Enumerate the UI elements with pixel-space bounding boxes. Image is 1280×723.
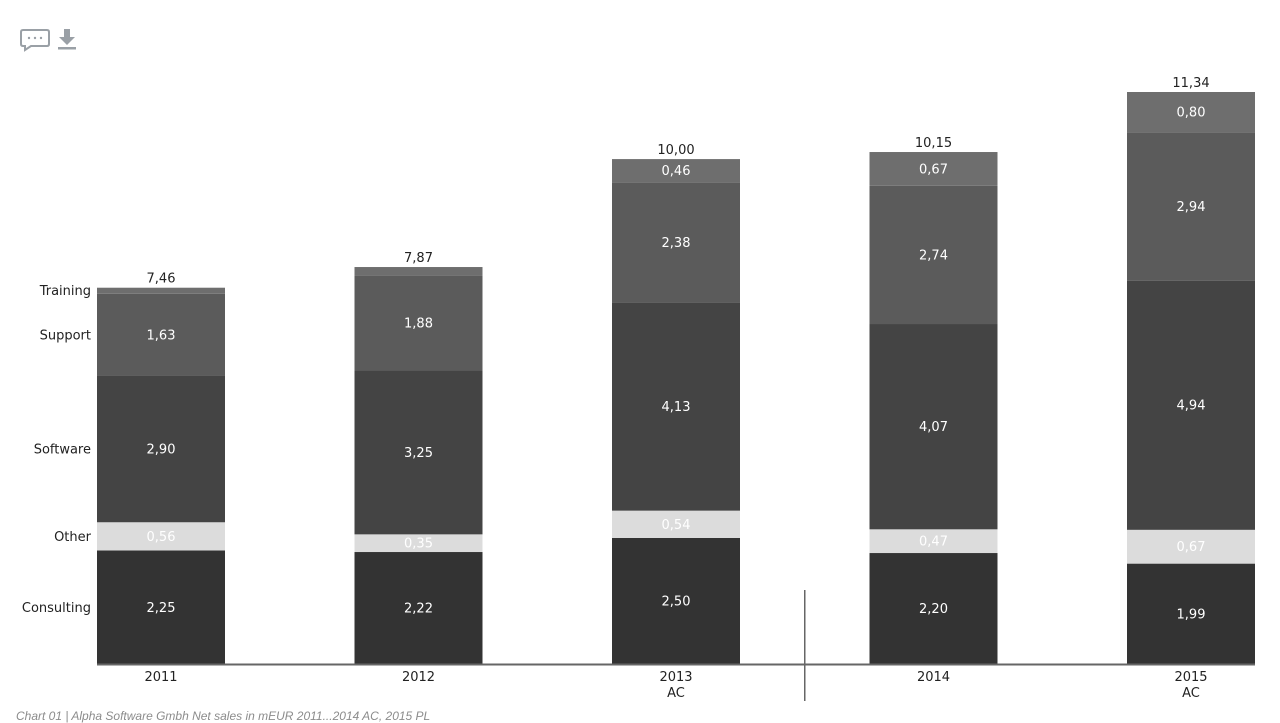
bar-segment-software-2012 bbox=[354, 370, 483, 535]
data-label-training-2014: 0,67 bbox=[919, 162, 948, 177]
bar-segment-training-2015 bbox=[1127, 92, 1255, 133]
toolbar bbox=[20, 26, 84, 52]
data-label-software-2014: 4,07 bbox=[919, 420, 948, 435]
data-label-software-2015: 4,94 bbox=[1177, 399, 1206, 414]
bar-segment-consulting-2015 bbox=[1127, 563, 1255, 664]
legend-training: Training bbox=[39, 284, 91, 299]
data-label-software-2013: 4,13 bbox=[662, 400, 691, 415]
data-label-consulting-2014: 2,20 bbox=[919, 602, 948, 617]
bar-segment-other-2011 bbox=[97, 522, 225, 551]
category-sublabel-2013: AC bbox=[667, 686, 685, 701]
comment-icon[interactable] bbox=[20, 29, 50, 52]
bar-segment-software-2013 bbox=[612, 302, 740, 511]
category-label-2011: 2011 bbox=[144, 670, 177, 685]
bar-segment-other-2015 bbox=[1127, 529, 1255, 564]
bar-segment-support-2011 bbox=[97, 293, 225, 376]
data-label-training-2013: 0,46 bbox=[662, 164, 691, 179]
data-label-other-2011: 0,56 bbox=[147, 530, 176, 545]
bar-segment-consulting-2014 bbox=[869, 553, 998, 664]
data-label-support-2014: 2,74 bbox=[919, 248, 948, 263]
bar-segment-other-2014 bbox=[869, 529, 998, 554]
data-label-support-2011: 1,63 bbox=[147, 328, 176, 343]
bar-segment-support-2012 bbox=[354, 275, 483, 371]
data-label-other-2012: 0,35 bbox=[404, 537, 433, 552]
bar-segment-software-2011 bbox=[97, 375, 225, 523]
data-label-consulting-2013: 2,50 bbox=[662, 594, 691, 609]
data-label-software-2011: 2,90 bbox=[147, 443, 176, 458]
bar-segment-consulting-2011 bbox=[97, 550, 225, 664]
bar-segment-other-2013 bbox=[612, 510, 740, 538]
bar-segment-training-2011 bbox=[97, 287, 225, 294]
legend-support: Support bbox=[40, 328, 91, 343]
bar-segment-consulting-2013 bbox=[612, 537, 740, 664]
category-sublabel-2015: AC bbox=[1182, 686, 1200, 701]
total-label-2012: 7,87 bbox=[404, 251, 433, 266]
download-icon[interactable] bbox=[58, 29, 76, 50]
bar-segment-other-2012 bbox=[354, 534, 483, 553]
bar-segment-training-2014 bbox=[869, 152, 998, 186]
bar-segment-training-2012 bbox=[354, 267, 483, 276]
data-label-other-2013: 0,54 bbox=[662, 518, 691, 533]
data-label-support-2012: 1,88 bbox=[404, 317, 433, 332]
data-label-consulting-2015: 1,99 bbox=[1177, 607, 1206, 622]
total-label-2015: 11,34 bbox=[1172, 76, 1209, 91]
legend-consulting: Consulting bbox=[22, 601, 91, 616]
bar-segment-consulting-2012 bbox=[354, 552, 483, 664]
data-label-consulting-2012: 2,22 bbox=[404, 602, 433, 617]
total-label-2014: 10,15 bbox=[915, 136, 952, 151]
chart-caption: Chart 01 | Alpha Software Gmbh Net sales… bbox=[16, 709, 431, 723]
data-label-other-2015: 0,67 bbox=[1177, 540, 1206, 555]
data-label-other-2014: 0,47 bbox=[919, 535, 948, 550]
legend-software: Software bbox=[34, 443, 91, 458]
bar-segment-support-2013 bbox=[612, 182, 740, 303]
total-label-2013: 10,00 bbox=[657, 143, 694, 158]
bar-segment-training-2013 bbox=[612, 159, 740, 183]
category-label-2015: 2015 bbox=[1174, 670, 1207, 685]
data-label-training-2015: 0,80 bbox=[1177, 106, 1206, 121]
data-label-support-2015: 2,94 bbox=[1177, 200, 1206, 215]
category-label-2014: 2014 bbox=[917, 670, 950, 685]
category-label-2012: 2012 bbox=[402, 670, 435, 685]
bar-segment-support-2015 bbox=[1127, 132, 1255, 281]
legend-other: Other bbox=[54, 530, 92, 545]
category-label-2013: 2013 bbox=[659, 670, 692, 685]
data-label-consulting-2011: 2,25 bbox=[147, 601, 176, 616]
bar-segment-software-2014 bbox=[869, 324, 998, 530]
data-label-software-2012: 3,25 bbox=[404, 446, 433, 461]
bar-segment-software-2015 bbox=[1127, 280, 1255, 530]
bar-segment-support-2014 bbox=[869, 185, 998, 325]
total-label-2011: 7,46 bbox=[147, 272, 176, 287]
data-label-support-2013: 2,38 bbox=[662, 236, 691, 251]
